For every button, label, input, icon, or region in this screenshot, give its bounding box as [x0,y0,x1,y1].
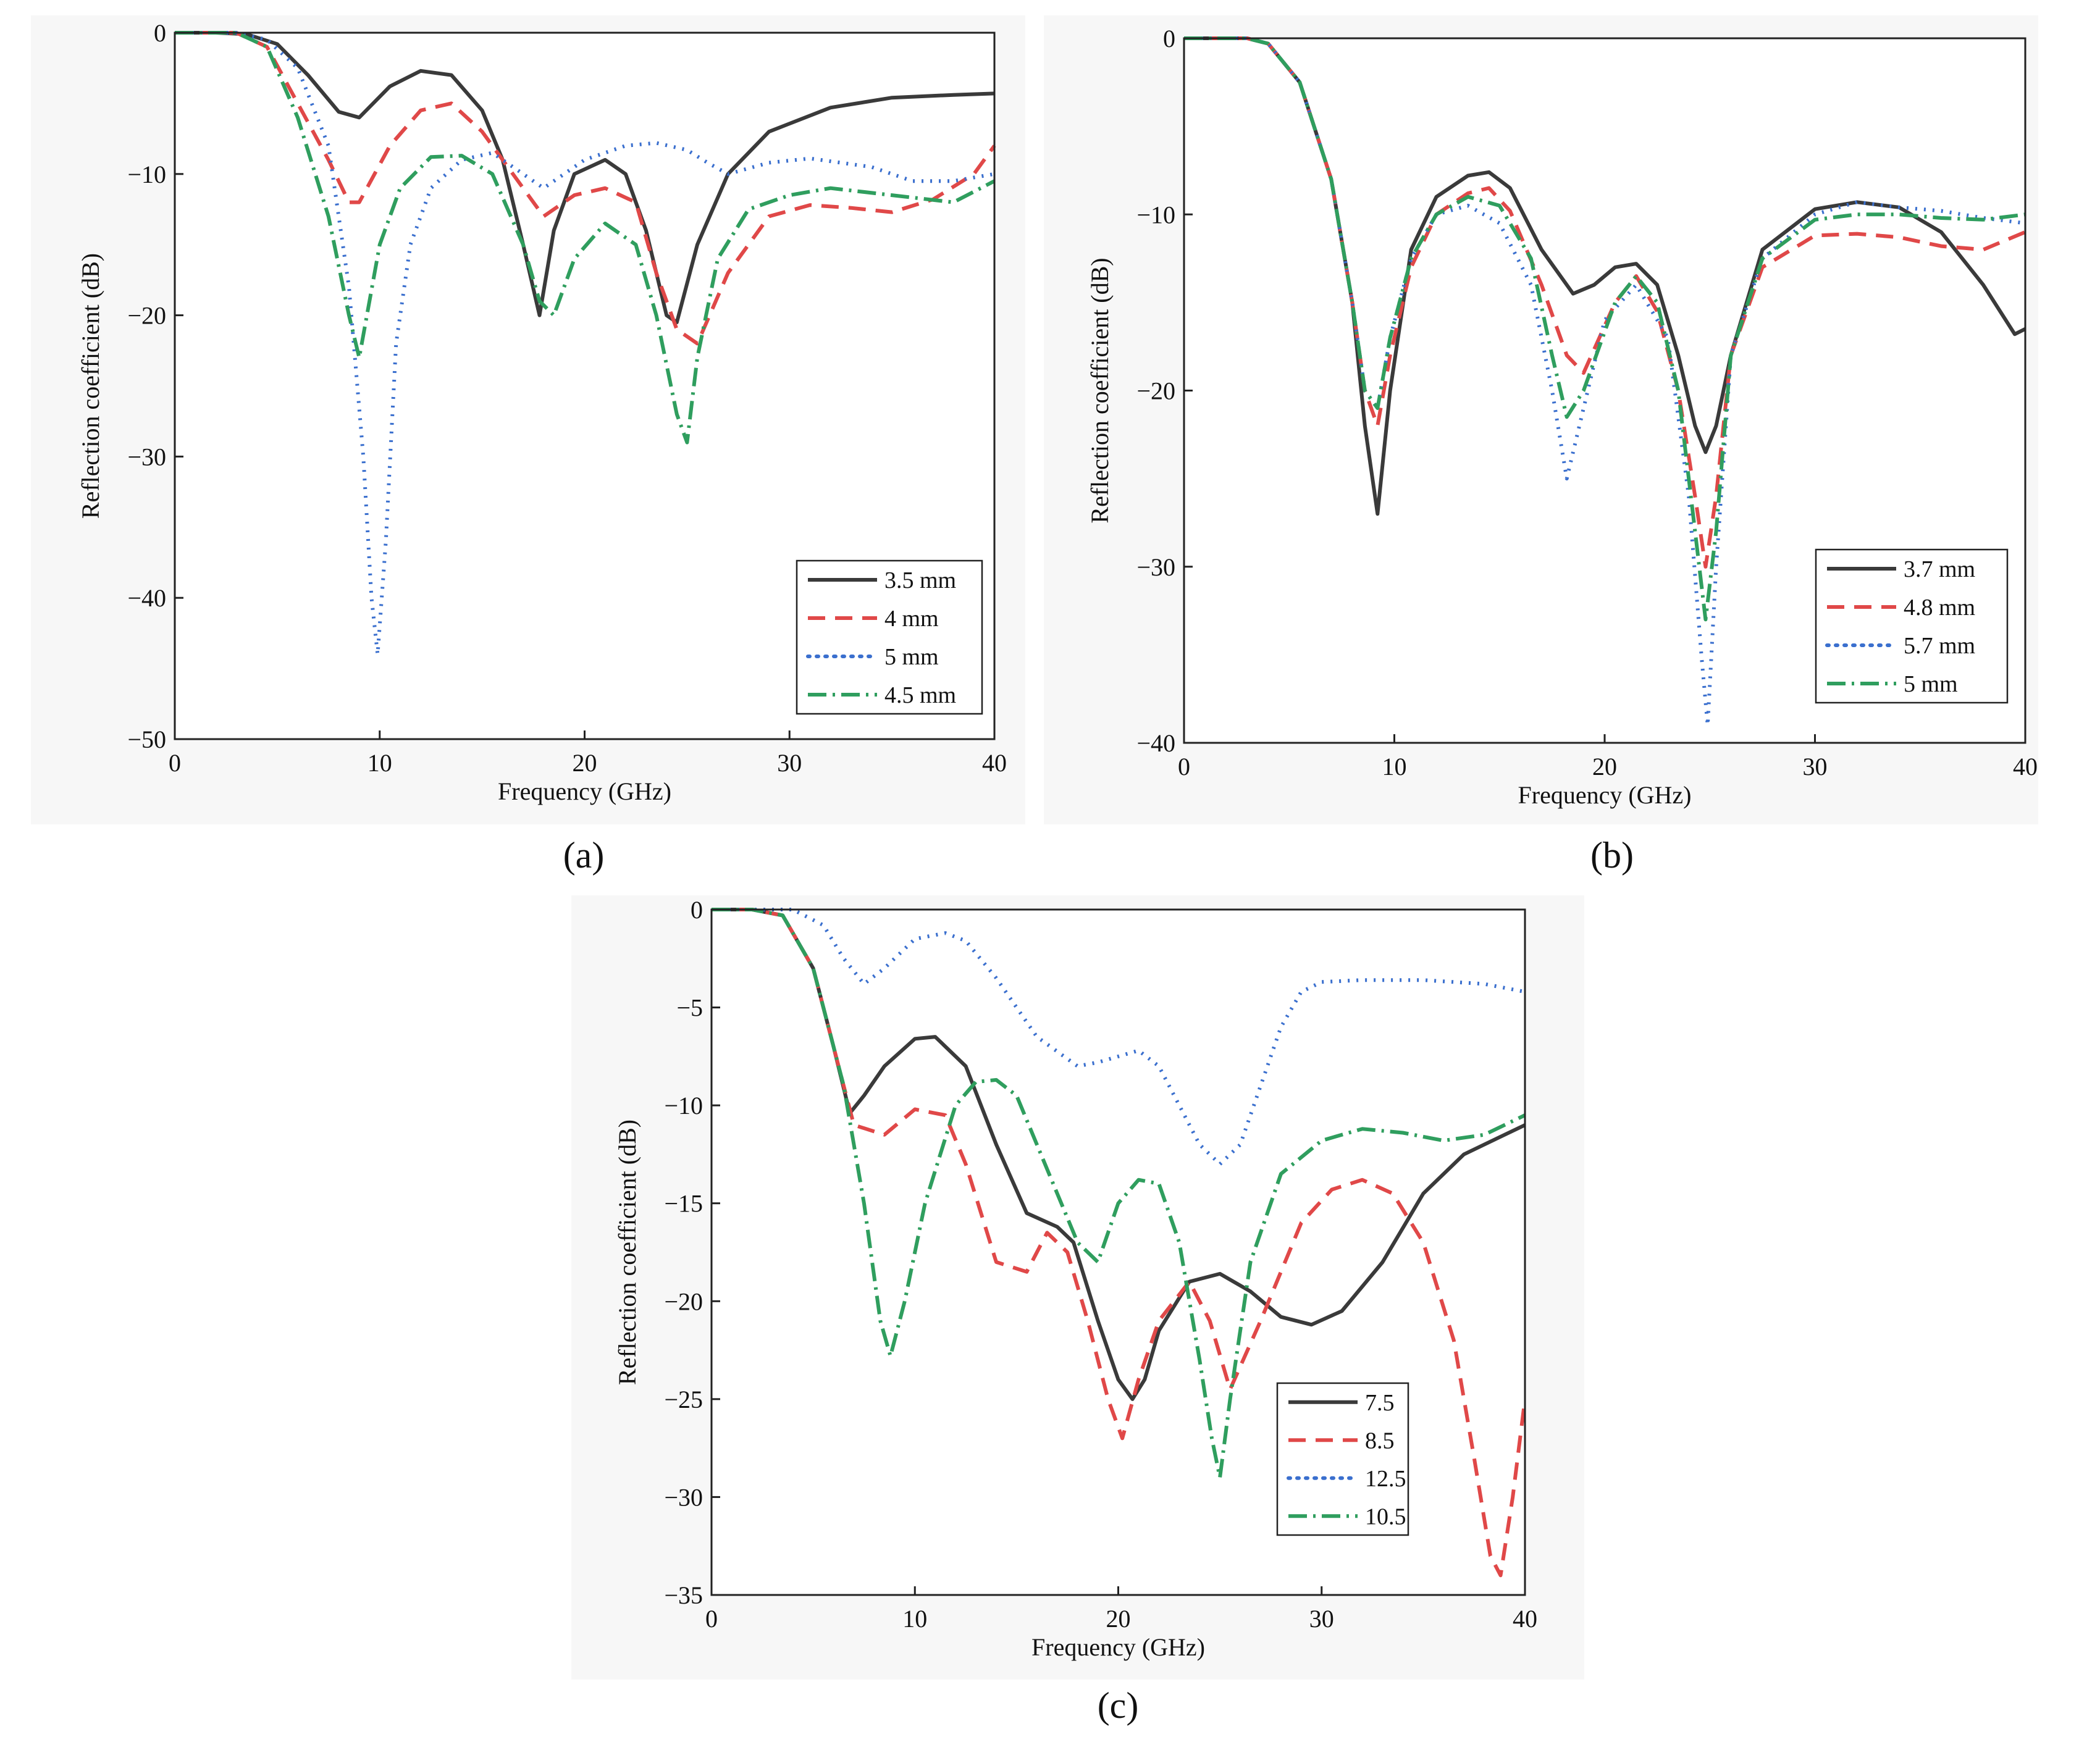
y-tick-label-a-4: −40 [127,584,166,612]
y-axis-title-a: Reflection coefficient (dB) [77,253,104,519]
y-axis-title-b: Reflection coefficient (dB) [1086,257,1114,523]
y-tick-label-b-0: 0 [1163,25,1175,52]
legend-a [796,559,983,715]
series-line-c-2 [712,908,1526,1166]
x-tick-label-c-3: 30 [1309,1605,1334,1633]
x-tick-label-c-2: 20 [1106,1605,1131,1633]
y-tick-label-c-3: −15 [664,1190,703,1218]
legend-label-a-1: 4 mm [884,606,939,632]
x-tick-label-b-3: 30 [1803,753,1828,780]
legend-label-a-3: 4.5 mm [884,682,956,708]
legend-label-b-0: 3.7 mm [1904,556,1975,582]
x-tick-label-a-4: 40 [982,749,1007,777]
legend-label-a-0: 3.5 mm [884,567,956,593]
y-tick-label-c-2: −10 [664,1092,703,1119]
legend-label-b-1: 4.8 mm [1904,595,1975,621]
x-tick-label-c-0: 0 [705,1605,718,1633]
series-line-a-3 [175,31,996,445]
y-tick-label-c-6: −30 [664,1483,703,1511]
y-tick-label-b-1: −10 [1136,201,1175,228]
x-axis-title-b: Frequency (GHz) [1518,781,1692,809]
x-tick-label-a-3: 30 [777,749,802,777]
legend-b [1815,548,2009,704]
legend-label-b-2: 5.7 mm [1904,633,1975,659]
panel-c-label: (c) [1098,1685,1139,1726]
series-line-b-2 [1184,36,2026,727]
x-axis-title-a: Frequency (GHz) [498,777,671,805]
panel-b: (b) 0 10 20 30 40 0 −10 −20 −30 −40 Frequency (GHz… [1044,15,2038,876]
y-axis-title-c: Reflection coefficient (dB) [613,1119,641,1385]
y-tick-label-a-5: −50 [127,726,166,753]
legend-c [1276,1382,1409,1536]
x-tick-label-a-1: 10 [368,749,392,777]
y-tick-label-a-3: −30 [127,443,166,471]
x-axis-title-c: Frequency (GHz) [1031,1633,1205,1661]
panel-c: (c) 0 10 20 30 40 0 −5 −10 −15 −20 −25 −30 −35 Freque… [571,895,1584,1726]
y-tick-label-c-4: −20 [664,1287,703,1315]
series-line-c-1 [712,908,1527,1578]
y-tick-label-a-0: 0 [154,19,166,47]
y-tick-label-c-1: −5 [676,994,703,1022]
series-line-a-1 [175,31,996,346]
y-tick-label-b-2: −20 [1136,377,1175,405]
legend-label-c-2: 12.5 [1365,1466,1406,1492]
y-tick-label-c-5: −25 [664,1386,703,1413]
y-tick-label-b-3: −30 [1136,553,1175,581]
x-tick-label-a-0: 0 [169,749,181,777]
panel-a: (a) 0 10 20 30 40 0 −10 −20 −30 −40 −50 Frequency (… [31,15,1025,876]
panel-a-label: (a) [563,835,605,876]
panel-b-label: (b) [1590,835,1634,876]
y-tick-label-c-0: 0 [691,896,703,924]
series-line-c-3 [712,908,1526,1479]
legend-label-a-2: 5 mm [884,644,939,670]
legend-label-c-1: 8.5 [1365,1428,1395,1454]
series-line-a-0 [175,31,995,324]
legend-label-c-0: 7.5 [1365,1390,1395,1416]
y-tick-label-b-4: −40 [1136,729,1175,757]
x-tick-label-a-2: 20 [573,749,597,777]
y-tick-label-a-1: −10 [127,161,166,188]
y-tick-label-c-7: −35 [664,1581,703,1609]
series-line-b-1 [1184,36,2026,569]
x-tick-label-b-1: 10 [1382,753,1407,780]
legend-label-b-3: 5 mm [1904,671,1958,697]
x-tick-label-c-4: 40 [1513,1605,1537,1633]
x-tick-label-b-2: 20 [1592,753,1617,780]
legend-label-c-3: 10.5 [1365,1504,1406,1529]
x-tick-label-c-1: 10 [902,1605,927,1633]
series-line-b-3 [1184,36,2026,622]
x-tick-label-b-4: 40 [2013,753,2038,780]
x-tick-label-b-0: 0 [1178,753,1190,780]
y-tick-label-a-2: −20 [127,302,166,330]
